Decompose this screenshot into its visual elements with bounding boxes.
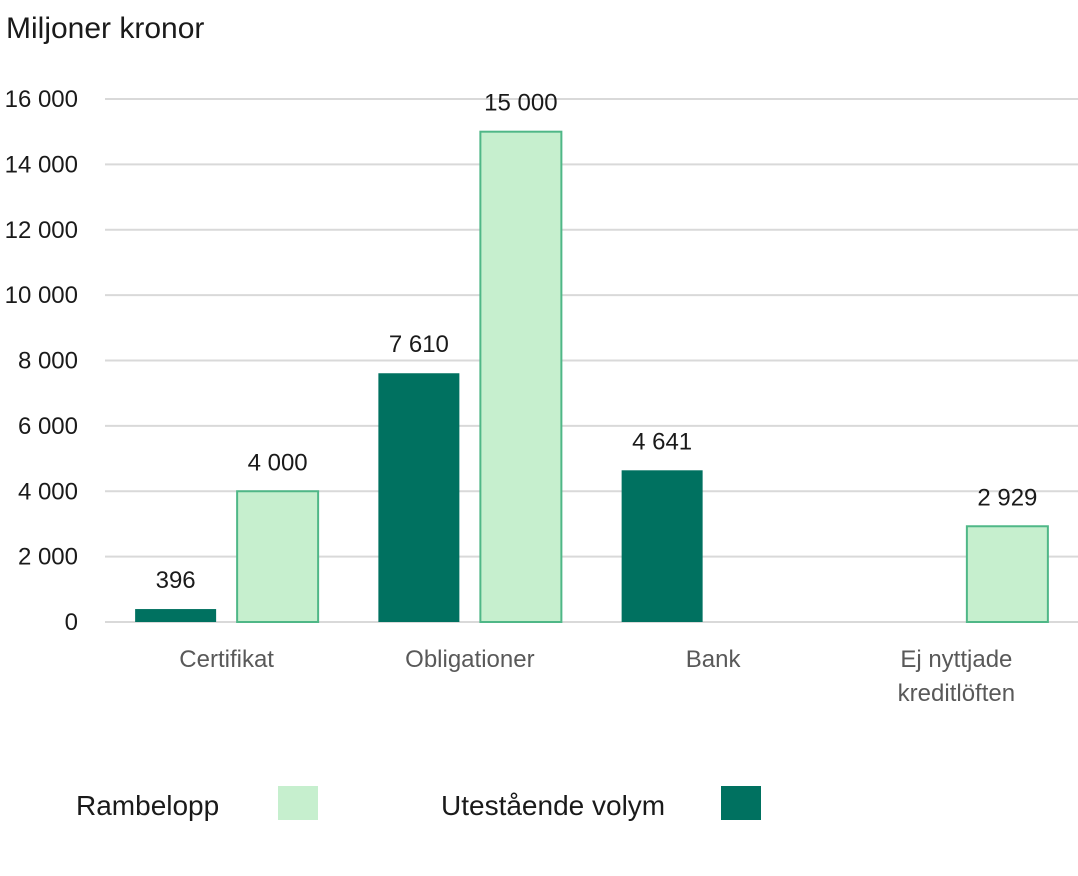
x-axis-categories: Certifikat Obligationer Bank Ej nyttjade kre… (179, 646, 1015, 707)
y-tick-label: 8 000 (18, 348, 78, 375)
data-label: 4 000 (248, 449, 308, 476)
data-label: 7 610 (389, 331, 449, 358)
legend: Rambelopp Utestående volym (76, 786, 761, 821)
y-tick-label: 6 000 (18, 413, 78, 440)
bar-rambelopp (965, 525, 1049, 623)
y-tick-label: 2 000 (18, 544, 78, 571)
data-labels: 396 4 000 7 610 15 000 4 641 2 929 (156, 90, 1038, 594)
bar-rambelopp (236, 490, 320, 623)
bar-utestaende-volym (621, 470, 703, 622)
x-category-label: Obligationer (405, 646, 534, 673)
bars (135, 130, 1049, 623)
x-category-label: Bank (686, 646, 742, 673)
legend-swatch (278, 786, 318, 820)
legend-swatch (721, 786, 761, 820)
y-tick-label: 12 000 (5, 217, 78, 244)
data-label: 15 000 (484, 90, 557, 117)
y-tick-label: 16 000 (5, 86, 78, 113)
data-label: 2 929 (977, 484, 1037, 511)
y-tick-label: 4 000 (18, 478, 78, 505)
bar-utestaende-volym (135, 609, 217, 622)
y-tick-label: 14 000 (5, 151, 78, 178)
y-tick-label: 10 000 (5, 282, 78, 309)
bar-utestaende-volym (378, 373, 460, 622)
data-label: 4 641 (632, 428, 692, 455)
bar-rambelopp (479, 130, 563, 623)
legend-label: Rambelopp (76, 790, 219, 821)
legend-label: Utestående volym (441, 790, 665, 821)
data-label: 396 (156, 567, 196, 594)
y-axis-ticks: 0 2 000 4 000 6 000 8 000 10 000 12 000 14 000 1… (5, 86, 78, 636)
x-category-label: Certifikat (179, 646, 274, 673)
x-category-label: kreditlöften (898, 680, 1015, 707)
y-tick-label: 0 (65, 609, 78, 636)
x-category-label: Ej nyttjade (900, 646, 1012, 673)
unit-label: Miljoner kronor (6, 12, 204, 45)
